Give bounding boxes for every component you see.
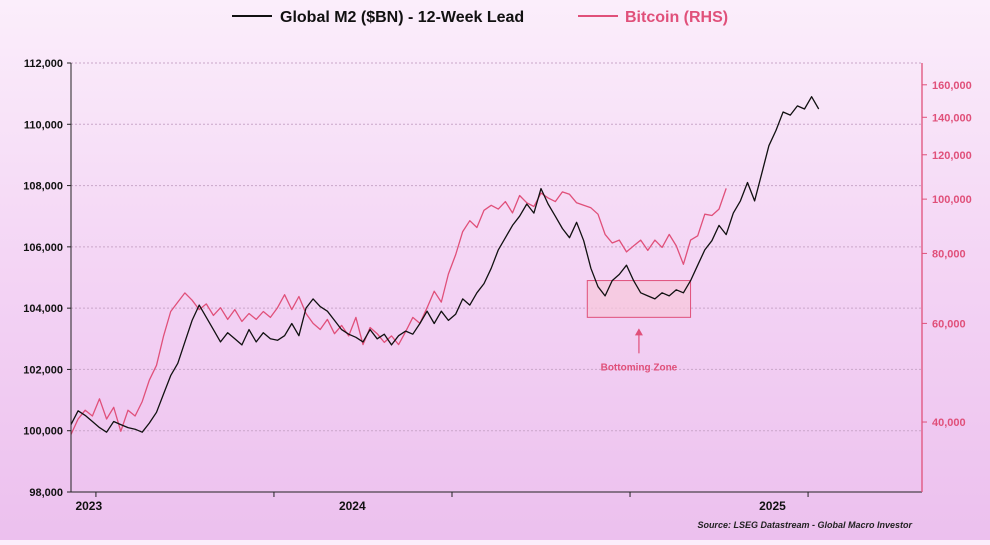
y-right-tick-label: 160,000 [932,80,972,92]
gridlines [71,62,922,493]
series-line-bitcoin [70,188,727,435]
zone-arrow-head [634,328,643,336]
y-left-tick-label: 112,000 [24,58,63,70]
y-left-tick-label: 110,000 [24,119,63,131]
y-left-tick-label: 98,000 [29,487,63,499]
y-left-tick-label: 100,000 [23,426,63,438]
source-note: Source: LSEG Datastream - Global Macro I… [697,520,912,530]
x-tick-label: 2025 [759,499,786,513]
y-left-tick-label: 108,000 [23,181,63,193]
y-right-tick-label: 80,000 [932,248,966,260]
series-line-m2 [70,96,820,433]
legend: Global M2 ($BN) - 12-Week Lead Bitcoin (… [232,9,728,26]
series-lines [70,96,820,435]
x-tick-label: 2023 [75,499,102,513]
y-right-tick-label: 100,000 [932,194,972,206]
y-right-tick-label: 140,000 [932,112,972,124]
y-left-tick-label: 104,000 [23,303,63,315]
y-left-tick-label: 102,000 [23,364,63,376]
y-right-tick-label: 60,000 [932,318,966,330]
zone-box [586,280,692,318]
legend-label-m2: Global M2 ($BN) - 12-Week Lead [280,9,524,26]
y-right-tick-label: 40,000 [932,417,966,429]
x-tick-label: 2024 [339,499,366,513]
y-left-tick-label: 106,000 [23,242,63,254]
bottoming-zone: Bottoming Zone [586,280,692,373]
legend-label-bitcoin: Bitcoin (RHS) [625,9,728,26]
axes: 98,000 100,000 102,000 104,000 106,000 108,00… [23,58,972,513]
y-right-tick-label: 120,000 [932,150,972,162]
zone-label: Bottoming Zone [601,362,678,373]
